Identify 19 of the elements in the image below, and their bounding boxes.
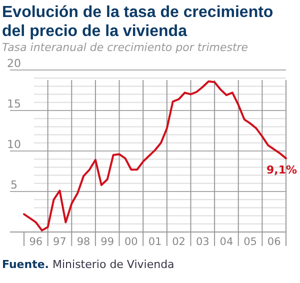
x-tick-label: 04 (220, 236, 234, 248)
x-tick-label: 02 (172, 236, 186, 248)
x-tick-label: 03 (196, 236, 210, 248)
x-tick-label: 99 (100, 236, 114, 248)
data-label: 9,1% (266, 163, 297, 176)
x-tick-label: 98 (76, 236, 90, 248)
y-tick-label: 5 (10, 178, 18, 192)
x-tick-label: 97 (53, 236, 66, 248)
chart-subtitle: Tasa interanual de crecimiento por trimestre (2, 41, 248, 54)
y-tick-label: 10 (7, 138, 21, 151)
chart-title: Evolución de la tasa de crecimiento del precio de la vivienda (2, 4, 274, 40)
source-note: Fuente. Ministerio de Vivienda (2, 258, 174, 271)
y-tick-label: 20 (7, 57, 21, 70)
x-tick-label: 01 (148, 236, 162, 248)
x-tick-label: 06 (267, 236, 282, 248)
x-tick-label: 00 (124, 236, 138, 248)
x-tick-label: 96 (29, 236, 43, 248)
x-tick-label: 05 (244, 236, 257, 248)
y-tick-label: 15 (7, 98, 21, 110)
